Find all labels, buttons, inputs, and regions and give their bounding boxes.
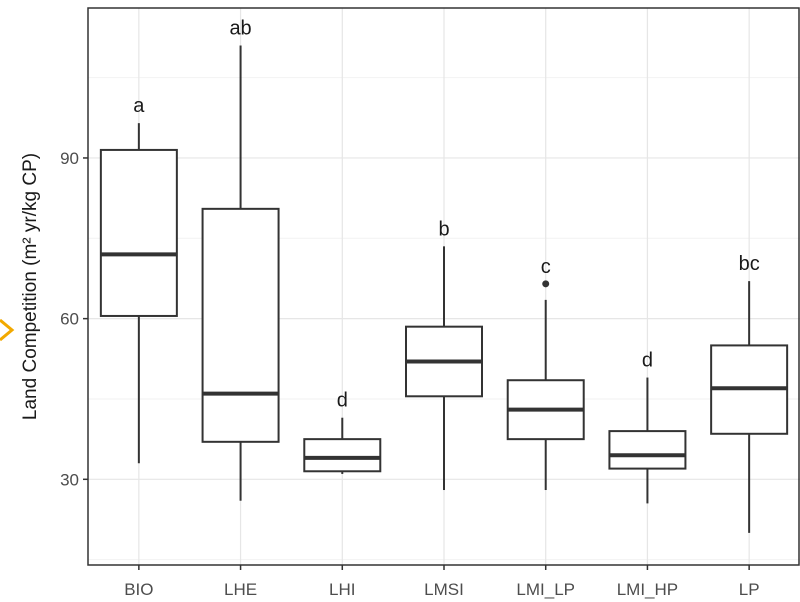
x-tick-label: LMI_LP	[516, 580, 575, 599]
x-tick-label: LMI_HP	[617, 580, 678, 599]
y-tick-label: 30	[60, 470, 79, 489]
x-tick-label: LHI	[329, 580, 355, 599]
y-tick-label: 60	[60, 310, 79, 329]
cursor-marker-icon	[0, 318, 15, 342]
box-iqr	[303, 438, 382, 473]
x-tick-label: LMSI	[424, 580, 464, 599]
significance-label: ab	[229, 17, 251, 39]
box-lmsi: b	[405, 218, 483, 491]
y-tick-label: 90	[60, 149, 79, 168]
significance-label: d	[642, 350, 653, 372]
box-lhe: ab	[201, 17, 280, 501]
axes: 30 60 90 BIO LHE LHI LMSI LMI_LP LMI_HP LP	[60, 149, 759, 599]
x-tick-label: LP	[739, 580, 760, 599]
box-lhi: d	[303, 390, 382, 474]
box-iqr	[608, 430, 687, 470]
box-bio: a	[99, 95, 178, 464]
significance-label: bc	[739, 253, 760, 275]
y-axis-title: Land Competition (m² yr/kg CP)	[20, 153, 41, 420]
significance-label: b	[438, 218, 449, 240]
box-lmi_lp: c	[506, 256, 585, 491]
outlier-point	[542, 280, 550, 288]
box-iqr	[99, 148, 178, 317]
box-iqr	[201, 207, 280, 443]
significance-label: a	[133, 95, 145, 117]
significance-label: c	[541, 256, 551, 278]
significance-label: d	[337, 390, 348, 412]
box-lp: bc	[710, 253, 789, 533]
box-lmi_hp: d	[608, 350, 687, 504]
x-tick-label: LHE	[224, 580, 257, 599]
x-tick-label: BIO	[124, 580, 153, 599]
